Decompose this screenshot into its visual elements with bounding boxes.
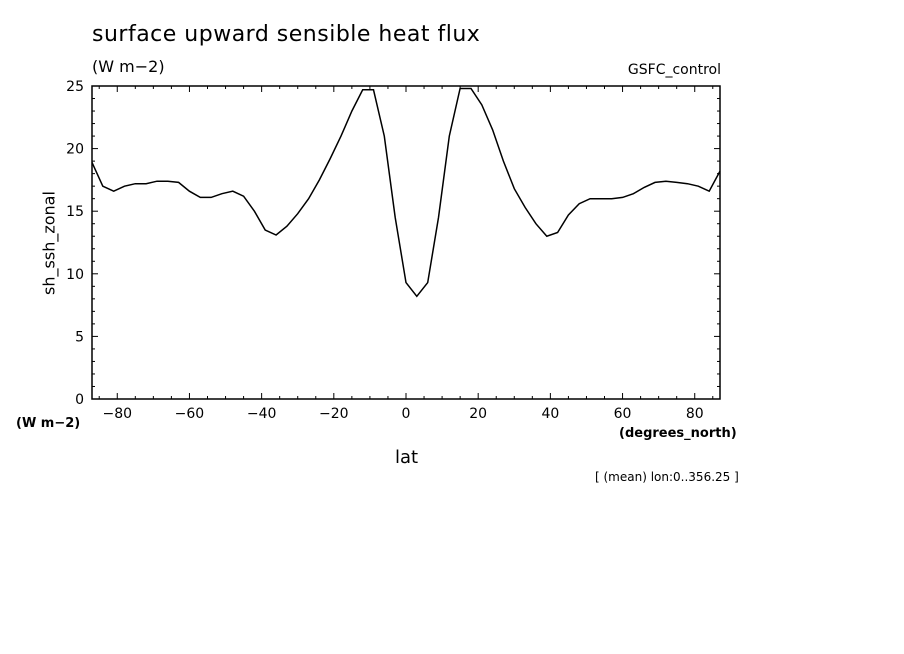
x-tick-labels: −80 −60 −40 −20 0 20 40 60 80	[102, 406, 703, 422]
footnote: [ (mean) lon:0..356.25 ]	[595, 470, 739, 484]
x-tick-label: −40	[247, 406, 277, 422]
x-tick-label: −80	[102, 406, 132, 422]
y-tick-label: 0	[75, 392, 84, 408]
x-axis-units: (degrees_north)	[619, 426, 737, 441]
y-tick-label: 15	[66, 204, 84, 220]
y-tick-label: 25	[66, 79, 84, 95]
x-tick-label: 60	[614, 406, 632, 422]
y-axis-units: (W m−2)	[16, 416, 81, 431]
x-axis-label: lat	[395, 447, 419, 468]
y-tick-label: 5	[75, 329, 84, 345]
y-tick-label: 20	[66, 142, 84, 158]
run-label: GSFC_control	[627, 62, 721, 78]
x-tick-label: −20	[319, 406, 349, 422]
x-tick-label: 40	[541, 406, 559, 422]
plot-frame	[91, 85, 721, 400]
y-tick-labels: 0 5 10 15 20 25	[66, 79, 84, 408]
x-tick-label: 20	[469, 406, 487, 422]
x-tick-label: 80	[686, 406, 704, 422]
chart-title: surface upward sensible heat flux	[92, 22, 481, 47]
x-tick-label: 0	[402, 406, 411, 422]
axis-ticks	[92, 85, 720, 400]
x-tick-label: −60	[175, 406, 205, 422]
series-line	[91, 87, 721, 298]
y-tick-label: 10	[66, 267, 84, 283]
title-units: (W m−2)	[92, 57, 165, 76]
